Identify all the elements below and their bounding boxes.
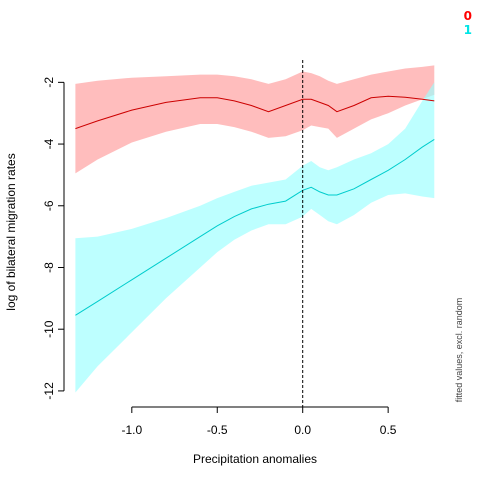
- x-tick-label: -0.5: [207, 423, 228, 437]
- y-tick-label: -2: [42, 77, 56, 88]
- legend-entry-0: 0: [464, 9, 472, 23]
- y-tick-label: -10: [42, 320, 56, 338]
- x-axis-title: Precipitation anomalies: [193, 452, 317, 466]
- legend: 01: [464, 9, 472, 37]
- x-tick-label: -1.0: [121, 423, 142, 437]
- x-axis: -1.0 -0.5 0.0 0.5: [121, 406, 397, 437]
- y-tick-label: -12: [42, 382, 56, 400]
- y-tick-label: -8: [42, 262, 56, 273]
- x-tick-label: 0.0: [294, 423, 311, 437]
- y-tick-label: -6: [42, 200, 56, 211]
- legend-entry-1: 1: [464, 23, 472, 37]
- line-series-0: [75, 95, 435, 130]
- confidence-bands: [75, 65, 435, 393]
- band-series-1: [75, 82, 435, 393]
- y-tick-label: -4: [42, 138, 56, 149]
- y-axis: -2 -4 -6 -8 -10 -12: [42, 77, 65, 400]
- x-tick-label: 0.5: [380, 423, 397, 437]
- side-note: fitted values, excl. random: [454, 298, 464, 403]
- band-series-0: [75, 65, 435, 174]
- y-axis-title: log of bilateral migration rates: [4, 153, 18, 310]
